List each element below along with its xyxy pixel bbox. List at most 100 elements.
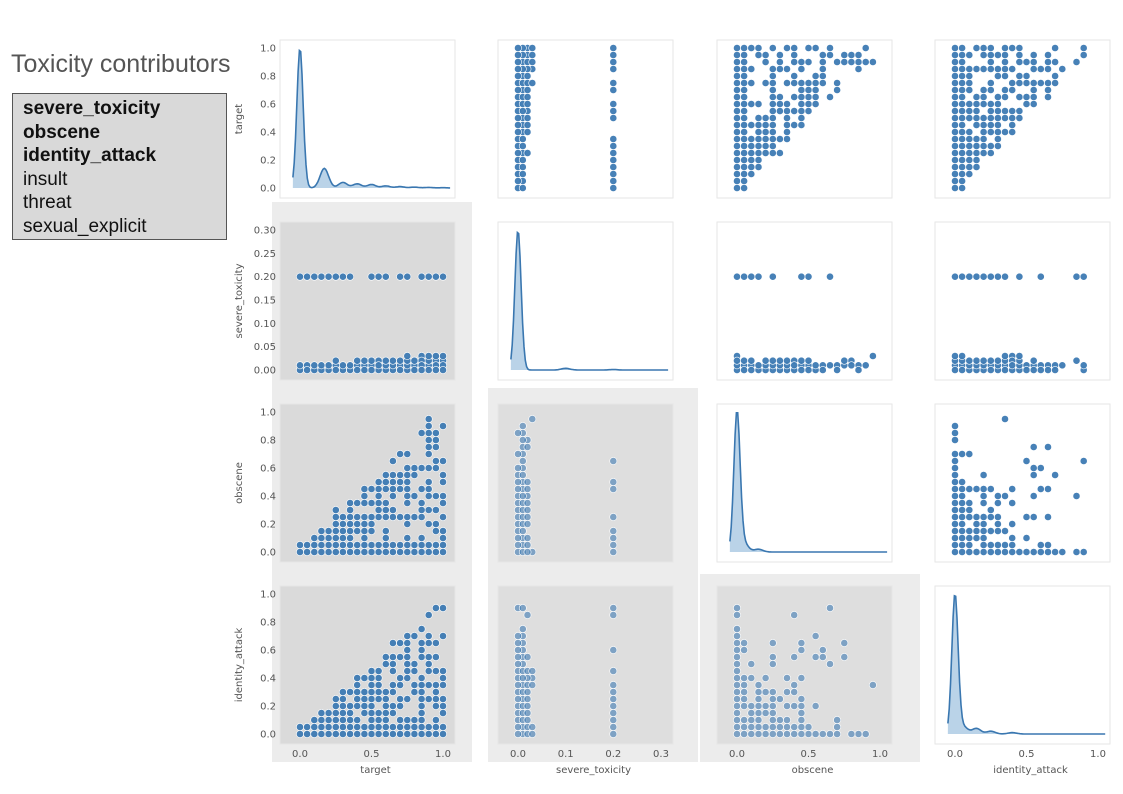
scatter-point [972,163,981,171]
scatter-point [1029,93,1038,101]
scatter-point [1072,548,1081,556]
scatter-point [514,730,522,738]
scatter-point [431,429,440,437]
scatter-point [958,100,966,108]
scatter-point [424,464,433,472]
scatter-point [790,44,799,52]
panel-obscene-vs-obscene [716,403,893,563]
scatter-point [797,702,806,710]
scatter-point [951,520,959,528]
x-axis-label: obscene [792,765,834,776]
scatter-point [965,128,974,136]
scatter-point [790,688,799,696]
scatter-point [1008,485,1017,493]
scatter-point [797,58,806,66]
scatter-point [958,499,966,507]
scatter-point [417,506,426,514]
scatter-point [994,107,1002,115]
scatter-point [776,51,784,59]
scatter-point [972,93,981,101]
scatter-point [1051,44,1059,52]
scatter-point [958,513,966,521]
scatter-point [747,730,756,738]
scatter-point [439,730,447,738]
x-tick-label: 0.5 [364,749,380,760]
scatter-point [747,142,756,150]
scatter-point [353,688,362,696]
scatter-point [396,723,404,731]
scatter-point [826,361,834,370]
scatter-point [367,513,376,521]
scatter-point [424,653,433,661]
scatter-point [951,492,959,500]
scatter-point [1029,79,1038,87]
scatter-point [994,72,1002,80]
scatter-point [609,667,618,675]
scatter-point [338,527,347,535]
scatter-point [514,695,522,703]
scatter-point [965,450,974,458]
scatter-point [317,723,326,731]
scatter-point [424,485,433,493]
scatter-point [514,723,522,731]
scatter-point [979,121,988,129]
scatter-point [1008,65,1017,73]
scatter-point [381,541,390,549]
scatter-point [811,632,820,640]
scatter-point [381,688,390,696]
scatter-point [523,114,532,122]
scatter-point [360,356,369,365]
scatter-point [609,730,618,738]
scatter-point [804,366,813,374]
scatter-point [388,688,397,696]
scatter-point [1029,443,1038,451]
scatter-point [331,702,340,710]
scatter-point [424,352,433,360]
scatter-point [979,520,988,528]
scatter-point [994,65,1002,73]
panel-frame [279,39,456,199]
scatter-point [388,667,397,675]
scatter-point [776,65,784,73]
scatter-point [338,534,347,542]
scatter-point [417,366,426,374]
scatter-point [431,723,440,731]
scatter-point [396,702,404,710]
scatter-point [740,114,748,122]
scatter-point [609,79,618,87]
scatter-point [360,534,369,542]
scatter-point [740,51,748,59]
scatter-point [754,149,763,157]
scatter-point [331,527,340,535]
scatter-point [296,541,304,549]
scatter-point [951,121,959,129]
scatter-point [1022,457,1031,465]
scatter-point [514,681,522,689]
scatter-point [424,639,433,647]
scatter-point [523,520,532,528]
scatter-point [754,709,763,717]
panel-target-vs-target [279,39,456,199]
scatter-point [818,653,827,661]
scatter-point [818,51,827,59]
scatter-point [733,72,741,80]
slide-title: Toxicity contributors [11,50,231,78]
scatter-point [317,361,326,370]
y-tick-label: 0.15 [254,296,276,307]
scatter-point [424,429,433,437]
scatter-point [609,709,618,717]
scatter-point [847,730,856,738]
y-axis-label: severe_toxicity [234,263,245,338]
scatter-point [346,520,354,528]
scatter-point [417,534,426,542]
panel-identity_attack-vs-severe_toxicity [497,585,674,745]
scatter-point [403,646,412,654]
scatter-point [353,716,362,724]
y-tick-label: 0.0 [260,548,276,559]
scatter-point [367,520,376,528]
scatter-point [768,716,777,724]
scatter-point [740,184,748,192]
scatter-point [965,72,974,80]
scatter-point [1029,464,1038,472]
scatter-point [754,114,763,122]
